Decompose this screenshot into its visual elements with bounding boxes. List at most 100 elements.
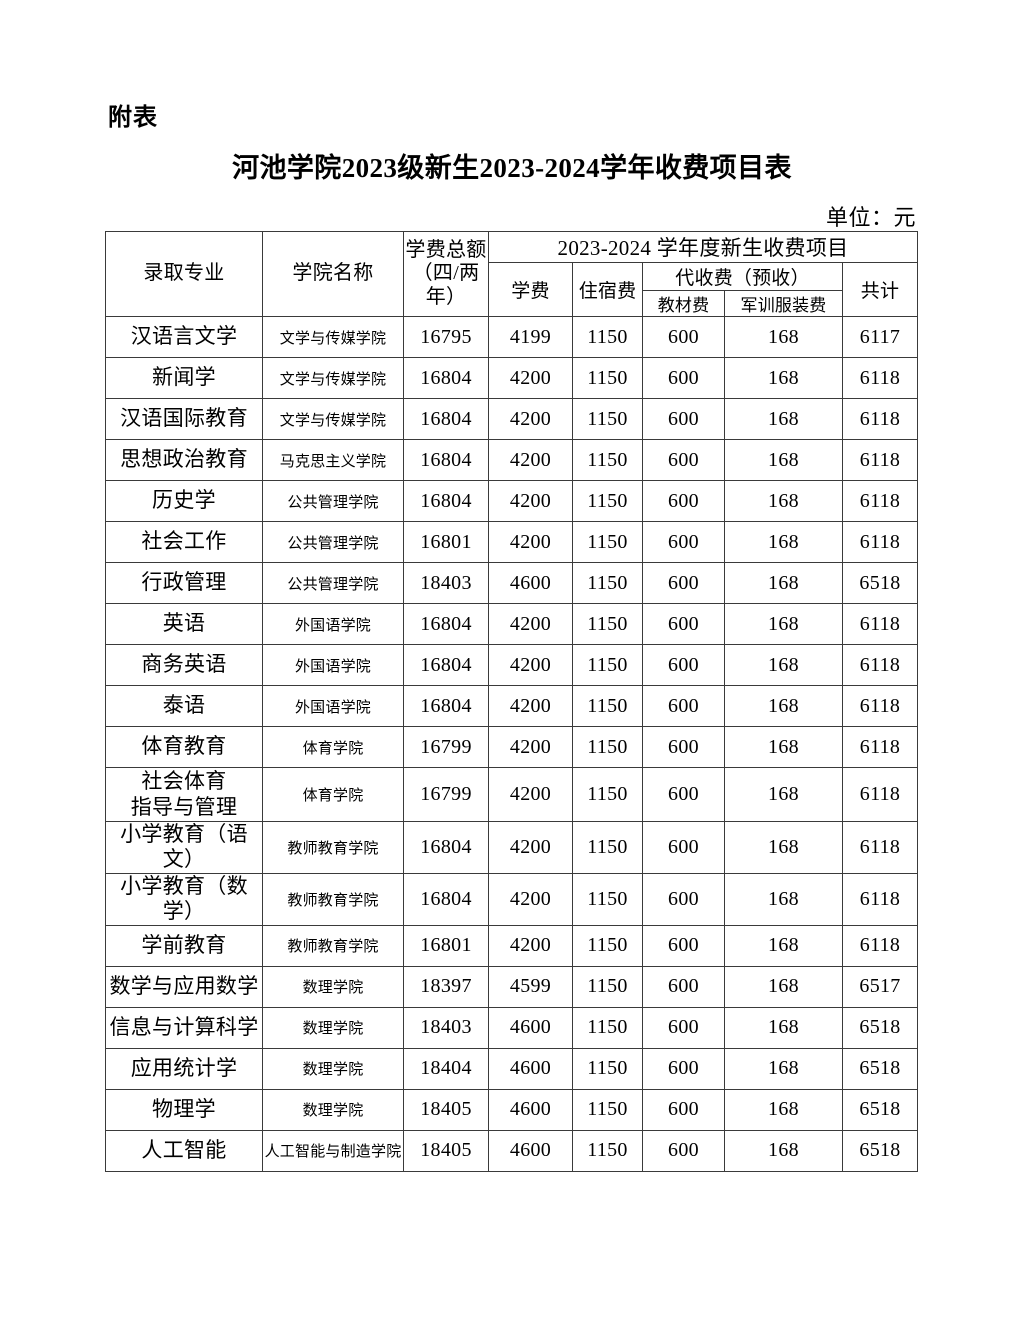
cell-major: 新闻学	[105, 357, 263, 399]
cell-dormitory: 1150	[572, 872, 643, 926]
cell-college: 教师教育学院	[262, 820, 404, 874]
header-row-1: 录取专业 学院名称 学费总额（四/两年） 2023-2024 学年度新生收费项目	[105, 231, 918, 317]
cell-tuition: 4200	[488, 603, 573, 645]
cell-dormitory: 1150	[572, 644, 643, 686]
cell-major: 商务英语	[105, 644, 263, 686]
table-row: 新闻学 文学与传媒学院 16804 4200 1150 600 168 6118	[105, 357, 918, 399]
cell-major: 英语	[105, 603, 263, 645]
cell-tuition: 4200	[488, 398, 573, 440]
cell-uniform: 168	[724, 1006, 843, 1049]
header-total-tuition: 学费总额（四/两年）	[403, 231, 489, 317]
cell-sum: 6118	[842, 924, 918, 967]
cell-uniform: 168	[724, 439, 843, 481]
cell-textbook: 600	[642, 480, 725, 522]
cell-major: 物理学	[105, 1088, 263, 1131]
table-row: 应用统计学 数理学院 18404 4600 1150 600 168 6518	[105, 1047, 918, 1090]
cell-college: 马克思主义学院	[262, 439, 404, 481]
cell-uniform: 168	[724, 726, 843, 768]
header-sum: 共计	[842, 262, 918, 317]
cell-total-tuition: 16799	[403, 767, 489, 822]
cell-major: 应用统计学	[105, 1047, 263, 1090]
cell-college: 公共管理学院	[262, 480, 404, 522]
cell-college: 文学与传媒学院	[262, 398, 404, 440]
cell-sum: 6118	[842, 439, 918, 481]
cell-dormitory: 1150	[572, 316, 643, 358]
table-row: 思想政治教育 马克思主义学院 16804 4200 1150 600 168 6118	[105, 439, 918, 481]
table-row: 学前教育 教师教育学院 16801 4200 1150 600 168 6118	[105, 924, 918, 967]
cell-uniform: 168	[724, 924, 843, 967]
cell-total-tuition: 16804	[403, 439, 489, 481]
cell-major: 信息与计算科学	[105, 1006, 263, 1049]
cell-tuition: 4599	[488, 965, 573, 1008]
cell-college: 教师教育学院	[262, 872, 404, 926]
cell-uniform: 168	[724, 1047, 843, 1090]
table-row: 英语 外国语学院 16804 4200 1150 600 168 6118	[105, 603, 918, 645]
cell-sum: 6518	[842, 1006, 918, 1049]
cell-uniform: 168	[724, 521, 843, 563]
cell-total-tuition: 16804	[403, 398, 489, 440]
cell-total-tuition: 16804	[403, 603, 489, 645]
cell-tuition: 4600	[488, 1088, 573, 1131]
fee-table-container: 录取专业 学院名称 学费总额（四/两年） 2023-2024 学年度新生收费项目…	[105, 231, 918, 1172]
cell-dormitory: 1150	[572, 924, 643, 967]
cell-major: 社会工作	[105, 521, 263, 563]
table-body: 汉语言文学 文学与传媒学院 16795 4199 1150 600 168 6117 新闻学 文学…	[105, 316, 918, 1172]
cell-sum: 6118	[842, 357, 918, 399]
cell-tuition: 4200	[488, 521, 573, 563]
cell-tuition: 4200	[488, 644, 573, 686]
cell-sum: 6117	[842, 316, 918, 358]
table-row: 小学教育（语文） 教师教育学院 16804 4200 1150 600 168 6118	[105, 820, 918, 874]
cell-sum: 6518	[842, 1088, 918, 1131]
cell-textbook: 600	[642, 820, 725, 874]
cell-college: 体育学院	[262, 726, 404, 768]
header-row-2: 学费 住宿费 代收费（预收） 共计	[106, 262, 918, 317]
cell-uniform: 168	[724, 316, 843, 358]
cell-college: 公共管理学院	[262, 562, 404, 604]
cell-textbook: 600	[642, 521, 725, 563]
cell-college: 数理学院	[262, 965, 404, 1008]
cell-sum: 6518	[842, 1129, 918, 1172]
cell-textbook: 600	[642, 603, 725, 645]
cell-college: 文学与传媒学院	[262, 357, 404, 399]
table-row: 汉语言文学 文学与传媒学院 16795 4199 1150 600 168 6117	[105, 316, 918, 358]
table-row: 信息与计算科学 数理学院 18403 4600 1150 600 168 6518	[105, 1006, 918, 1049]
cell-tuition: 4600	[488, 562, 573, 604]
cell-sum: 6517	[842, 965, 918, 1008]
cell-tuition: 4200	[488, 480, 573, 522]
cell-total-tuition: 16799	[403, 726, 489, 768]
cell-total-tuition: 18405	[403, 1129, 489, 1172]
cell-tuition: 4200	[488, 685, 573, 727]
unit-note: 单位：元	[825, 205, 916, 230]
page-title: 河池学院2023级新生2023-2024学年收费项目表	[232, 153, 792, 183]
cell-major: 泰语	[105, 685, 263, 727]
cell-total-tuition: 18403	[403, 562, 489, 604]
cell-tuition: 4600	[488, 1129, 573, 1172]
cell-college: 人工智能与制造学院	[262, 1129, 404, 1172]
cell-college: 数理学院	[262, 1088, 404, 1131]
cell-total-tuition: 18397	[403, 965, 489, 1008]
table-row: 社会体育 指导与管理 体育学院 16799 4200 1150 600 168 6118	[105, 767, 918, 822]
cell-textbook: 600	[642, 357, 725, 399]
cell-major: 人工智能	[105, 1129, 263, 1172]
cell-sum: 6118	[842, 726, 918, 768]
cell-tuition: 4200	[488, 924, 573, 967]
cell-sum: 6118	[842, 398, 918, 440]
table-row: 小学教育（数学） 教师教育学院 16804 4200 1150 600 168 6118	[105, 872, 918, 926]
cell-dormitory: 1150	[572, 820, 643, 874]
cell-sum: 6118	[842, 820, 918, 874]
cell-total-tuition: 18403	[403, 1006, 489, 1049]
cell-sum: 6118	[842, 521, 918, 563]
cell-college: 文学与传媒学院	[262, 316, 404, 358]
cell-major: 体育教育	[105, 726, 263, 768]
cell-tuition: 4199	[488, 316, 573, 358]
cell-college: 外国语学院	[262, 644, 404, 686]
cell-textbook: 600	[642, 398, 725, 440]
cell-dormitory: 1150	[572, 480, 643, 522]
cell-major: 行政管理	[105, 562, 263, 604]
cell-sum: 6518	[842, 562, 918, 604]
cell-dormitory: 1150	[572, 603, 643, 645]
cell-dormitory: 1150	[572, 439, 643, 481]
table-row: 历史学 公共管理学院 16804 4200 1150 600 168 6118	[105, 480, 918, 522]
cell-uniform: 168	[724, 872, 843, 926]
